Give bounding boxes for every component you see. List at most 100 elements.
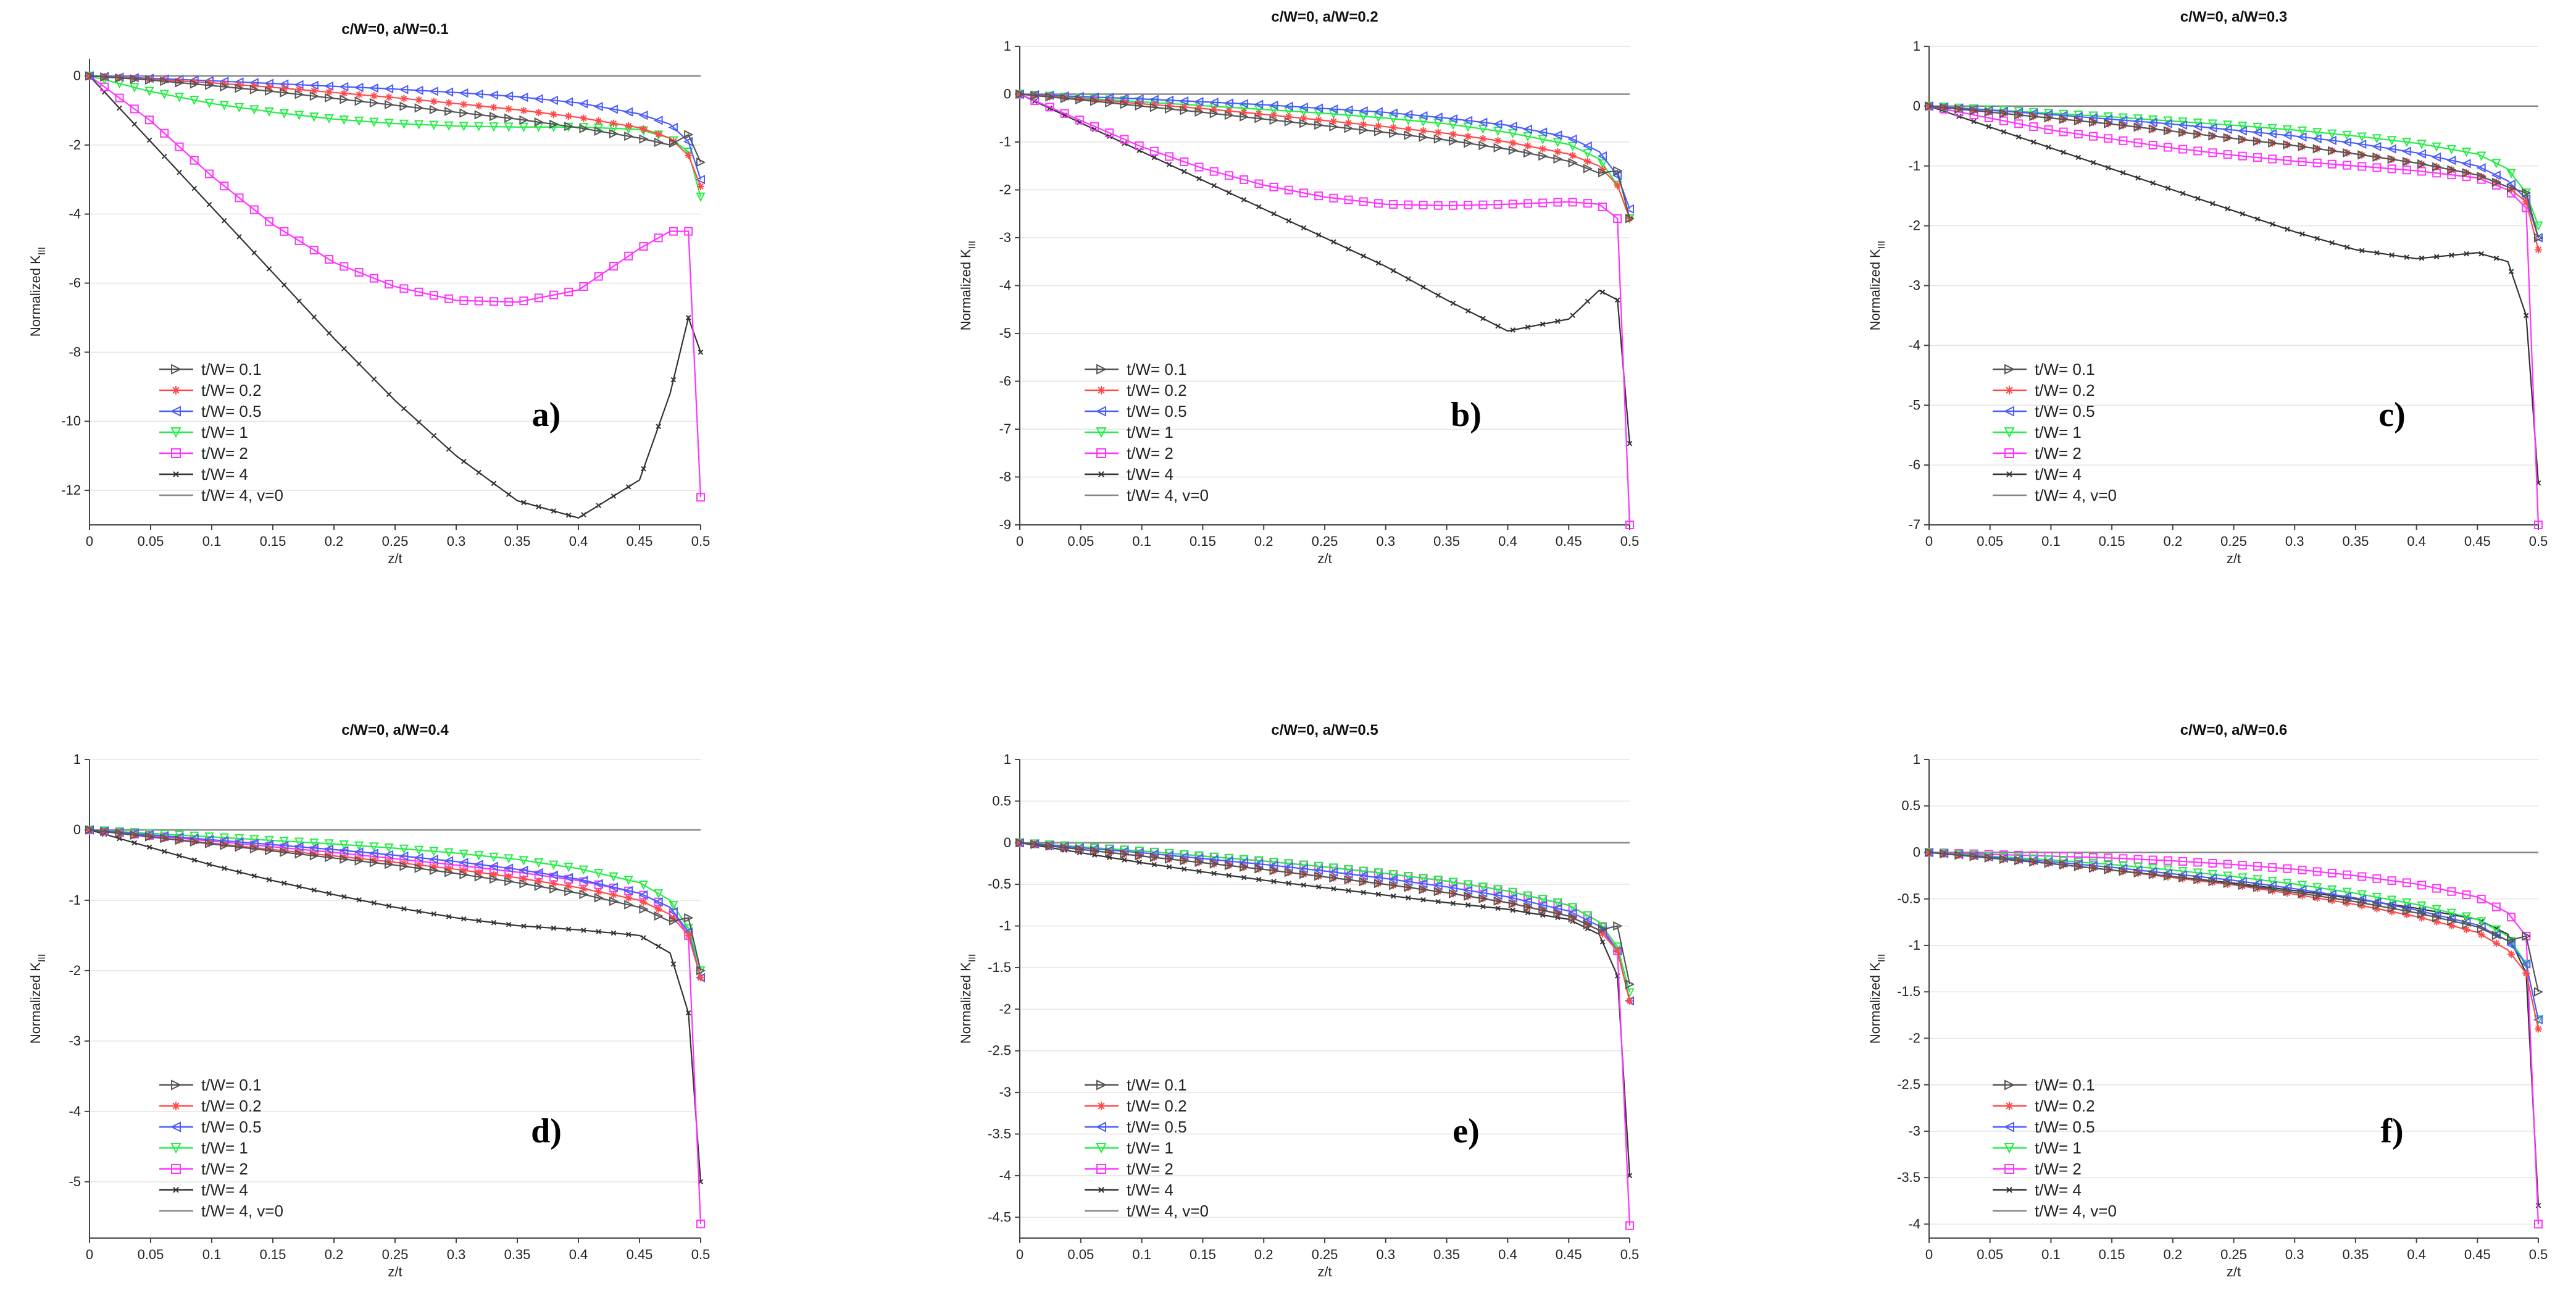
data-point — [249, 105, 259, 115]
data-point — [1553, 154, 1563, 164]
y-axis-label: Normalized KIII — [28, 247, 48, 337]
data-point — [1597, 151, 1607, 161]
data-point — [325, 88, 333, 96]
data-point — [1434, 128, 1442, 136]
data-point — [1097, 1102, 1106, 1110]
y-tick-label: -8 — [999, 469, 1011, 485]
data-point — [668, 122, 678, 133]
data-point — [2312, 158, 2322, 167]
data-point — [2372, 134, 2382, 144]
data-point — [1570, 312, 1575, 319]
data-point — [369, 274, 378, 283]
y-axis-label-main: Normalized K — [1867, 249, 1883, 330]
data-point — [220, 840, 228, 848]
data-point — [2238, 151, 2247, 161]
legend-item: t/W= 4, v=0 — [159, 1202, 283, 1220]
data-point — [1418, 879, 1428, 889]
data-point — [459, 869, 469, 880]
data-point — [2208, 131, 2218, 141]
data-point — [594, 117, 602, 125]
y-tick-label: 0.5 — [992, 793, 1011, 808]
data-point — [2269, 221, 2275, 227]
data-point — [2177, 120, 2188, 130]
data-point — [414, 85, 423, 96]
data-point — [1404, 125, 1412, 133]
data-point — [490, 871, 498, 879]
data-point — [1538, 895, 1548, 905]
data-point — [1986, 123, 1992, 130]
data-point — [1269, 182, 1278, 191]
data-point — [385, 858, 393, 866]
data-point — [1389, 200, 1398, 209]
data-point — [654, 889, 664, 899]
data-point — [1150, 101, 1158, 109]
data-point — [639, 241, 648, 251]
data-point — [399, 101, 409, 111]
series-line — [1928, 105, 2540, 483]
data-point — [2477, 172, 2486, 182]
data-point — [489, 111, 499, 122]
data-point — [1480, 316, 1486, 322]
data-point — [519, 122, 529, 132]
data-point — [384, 119, 394, 128]
y-tick-label: -2 — [1908, 218, 1920, 233]
x-tick-label: 0.35 — [1433, 534, 1460, 549]
data-point — [654, 137, 664, 148]
y-tick-label: -4 — [999, 1168, 1011, 1183]
data-point — [309, 245, 319, 254]
data-point — [1241, 874, 1247, 881]
data-point — [429, 847, 439, 856]
x-tick-label: 0.5 — [1620, 534, 1640, 549]
legend-item: t/W= 1 — [1993, 1139, 2082, 1157]
y-tick-label: -0.5 — [1897, 891, 1920, 906]
data-point — [2387, 154, 2397, 164]
data-point — [249, 835, 259, 845]
data-point — [1433, 112, 1443, 122]
data-point — [1096, 364, 1107, 375]
legend-item: t/W= 0.2 — [159, 1097, 262, 1115]
data-point — [2432, 905, 2441, 915]
data-point — [2477, 924, 2486, 934]
data-point — [624, 131, 634, 141]
data-point — [1525, 324, 1531, 330]
data-point — [459, 858, 469, 868]
data-point — [115, 73, 125, 83]
data-point — [2223, 150, 2232, 159]
data-point — [534, 858, 544, 868]
data-point — [2462, 890, 2471, 899]
data-point — [444, 106, 454, 116]
data-point — [670, 961, 677, 967]
data-point — [1388, 874, 1398, 885]
legend-item: t/W= 4 — [1085, 1181, 1173, 1199]
data-point — [1568, 913, 1578, 923]
data-point — [339, 82, 349, 92]
y-axis-label-main: Normalized K — [28, 962, 43, 1044]
data-point — [2387, 876, 2396, 885]
data-point — [551, 925, 557, 931]
data-point — [117, 105, 122, 111]
data-point — [1098, 471, 1104, 477]
data-point — [2222, 125, 2232, 135]
data-point — [475, 102, 483, 110]
data-point — [2312, 867, 2322, 876]
data-point — [1060, 109, 1069, 118]
data-point — [2090, 159, 2096, 165]
data-point — [2372, 163, 2382, 172]
data-point — [534, 117, 544, 127]
data-point — [2238, 880, 2248, 890]
legend-label: t/W= 2 — [201, 1160, 248, 1178]
data-point — [1211, 871, 1217, 876]
y-tick-label: -4.5 — [988, 1209, 1011, 1224]
data-point — [2015, 134, 2022, 140]
data-point — [369, 858, 380, 868]
y-tick-label: -7 — [1908, 517, 1920, 532]
data-point — [2491, 159, 2501, 169]
data-point — [581, 512, 586, 517]
data-point — [549, 879, 557, 887]
data-point — [1418, 111, 1428, 121]
data-point — [369, 842, 379, 852]
y-tick-label: -4 — [69, 206, 81, 222]
data-point — [697, 974, 704, 982]
data-point — [519, 115, 529, 125]
data-point — [383, 850, 394, 860]
